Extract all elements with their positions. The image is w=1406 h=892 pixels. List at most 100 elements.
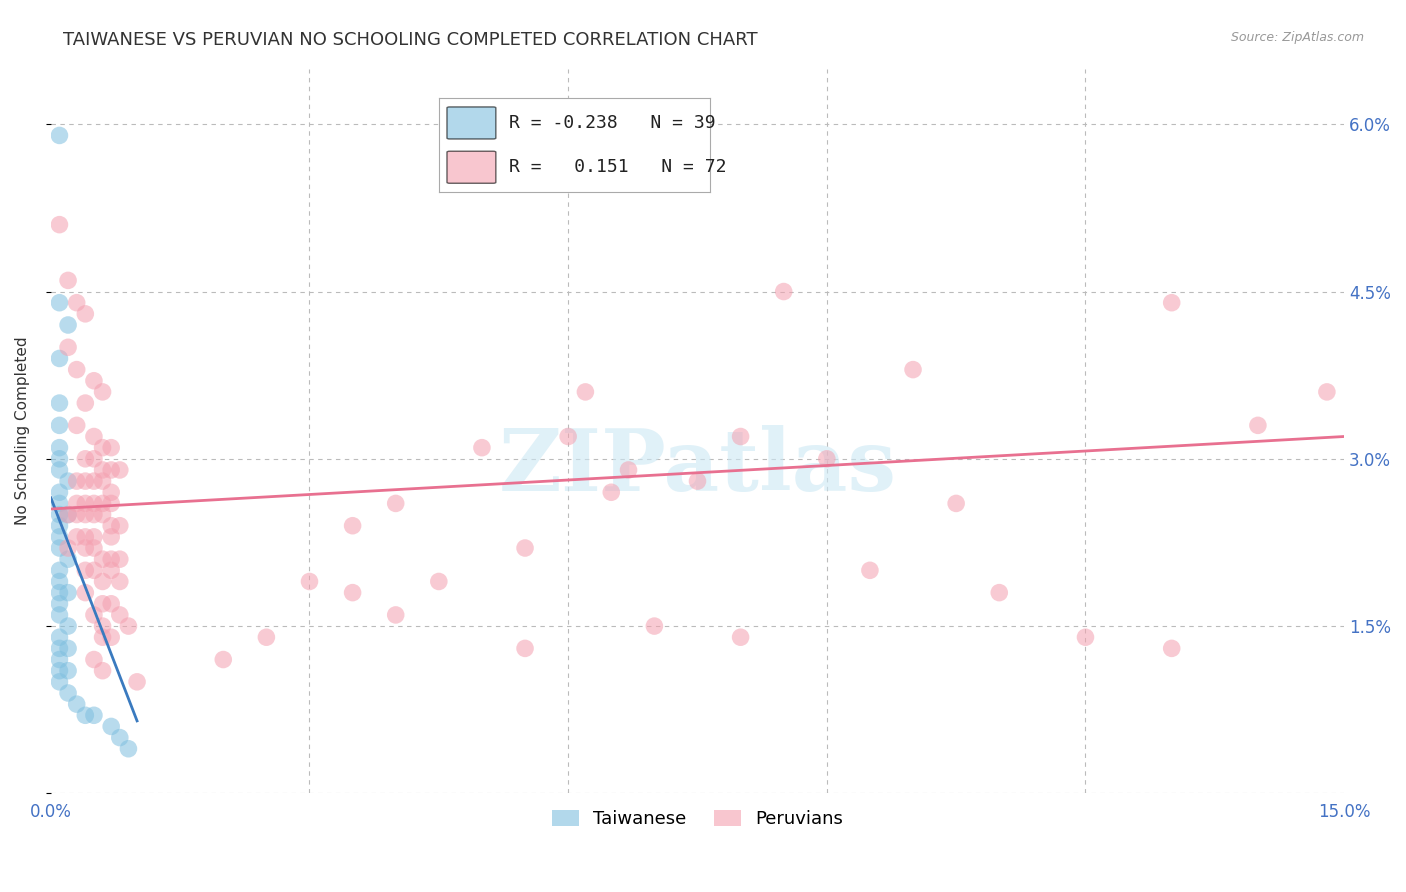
Peruvians [730,429,752,443]
Peruvians [75,585,97,599]
Peruvians [557,429,579,443]
Peruvians [108,518,131,533]
Peruvians [1160,295,1182,310]
Taiwanese [48,508,70,522]
Peruvians [1247,418,1270,433]
Taiwanese [48,463,70,477]
Taiwanese [48,518,70,533]
Peruvians [772,285,794,299]
Peruvians [100,630,122,644]
Peruvians [75,496,97,510]
Peruvians [91,619,114,633]
Text: TAIWANESE VS PERUVIAN NO SCHOOLING COMPLETED CORRELATION CHART: TAIWANESE VS PERUVIAN NO SCHOOLING COMPL… [63,31,758,49]
Peruvians [66,508,89,522]
Peruvians [254,630,277,644]
Text: ZIPatlas: ZIPatlas [499,425,897,509]
Peruvians [1074,630,1097,644]
Peruvians [91,384,114,399]
Peruvians [66,362,89,376]
Peruvians [75,307,97,321]
Peruvians [83,451,105,466]
Peruvians [83,374,105,388]
Taiwanese [48,530,70,544]
Taiwanese [48,607,70,622]
Taiwanese [48,664,70,678]
Peruvians [100,552,122,566]
Taiwanese [56,552,79,566]
Taiwanese [48,128,70,143]
Peruvians [91,508,114,522]
Taiwanese [117,741,139,756]
Peruvians [100,496,122,510]
Peruvians [83,508,105,522]
Peruvians [108,463,131,477]
Taiwanese [56,585,79,599]
Taiwanese [48,295,70,310]
Peruvians [56,508,79,522]
Taiwanese [48,496,70,510]
Peruvians [1316,384,1339,399]
Peruvians [91,474,114,488]
Taiwanese [48,418,70,433]
Peruvians [1160,641,1182,656]
Peruvians [100,441,122,455]
Peruvians [83,496,105,510]
Peruvians [75,451,97,466]
Peruvians [75,474,97,488]
Peruvians [66,496,89,510]
Peruvians [75,508,97,522]
Taiwanese [56,619,79,633]
Peruvians [108,607,131,622]
Peruvians [66,474,89,488]
Taiwanese [48,597,70,611]
Peruvians [384,607,406,622]
Taiwanese [48,541,70,555]
Peruvians [66,530,89,544]
Taiwanese [48,396,70,410]
Taiwanese [108,731,131,745]
Peruvians [91,597,114,611]
Peruvians [83,563,105,577]
Peruvians [100,518,122,533]
Taiwanese [48,451,70,466]
Peruvians [859,563,882,577]
Taiwanese [56,318,79,332]
Peruvians [945,496,967,510]
Peruvians [513,641,536,656]
Peruvians [83,607,105,622]
Peruvians [83,474,105,488]
Peruvians [125,674,148,689]
Taiwanese [83,708,105,723]
Taiwanese [48,641,70,656]
Peruvians [100,563,122,577]
Peruvians [100,530,122,544]
Peruvians [686,474,709,488]
Peruvians [91,574,114,589]
Peruvians [342,585,364,599]
Peruvians [815,451,838,466]
Peruvians [108,552,131,566]
Peruvians [100,485,122,500]
Taiwanese [48,652,70,666]
Peruvians [100,597,122,611]
Peruvians [988,585,1011,599]
Peruvians [901,362,924,376]
Peruvians [83,530,105,544]
Peruvians [66,418,89,433]
Peruvians [342,518,364,533]
Taiwanese [48,585,70,599]
Peruvians [91,463,114,477]
Taiwanese [56,508,79,522]
Taiwanese [48,563,70,577]
Taiwanese [48,441,70,455]
Peruvians [108,574,131,589]
Peruvians [91,496,114,510]
Peruvians [212,652,235,666]
Peruvians [600,485,623,500]
Peruvians [66,295,89,310]
Peruvians [100,463,122,477]
Taiwanese [56,641,79,656]
Legend: Taiwanese, Peruvians: Taiwanese, Peruvians [544,802,851,835]
Peruvians [83,652,105,666]
Taiwanese [56,474,79,488]
